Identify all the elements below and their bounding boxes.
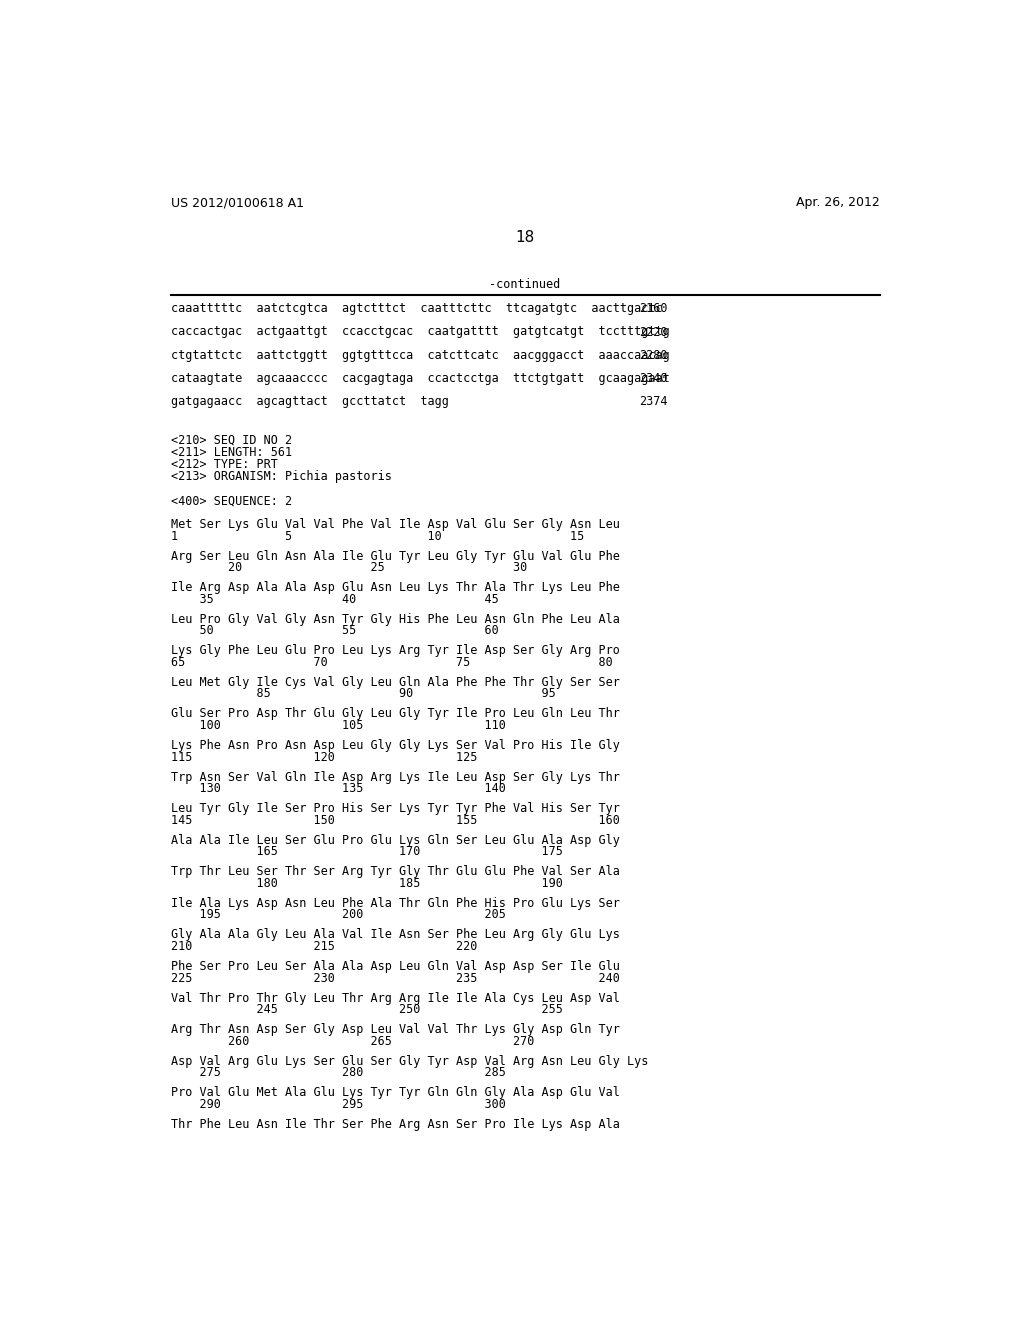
Text: 100                 105                 110: 100 105 110 bbox=[171, 719, 506, 733]
Text: <213> ORGANISM: Pichia pastoris: <213> ORGANISM: Pichia pastoris bbox=[171, 470, 391, 483]
Text: 18: 18 bbox=[515, 230, 535, 244]
Text: 245                 250                 255: 245 250 255 bbox=[171, 1003, 562, 1016]
Text: <211> LENGTH: 561: <211> LENGTH: 561 bbox=[171, 446, 292, 458]
Text: 65                  70                  75                  80: 65 70 75 80 bbox=[171, 656, 612, 669]
Text: Thr Phe Leu Asn Ile Thr Ser Phe Arg Asn Ser Pro Ile Lys Asp Ala: Thr Phe Leu Asn Ile Thr Ser Phe Arg Asn … bbox=[171, 1118, 620, 1131]
Text: Arg Ser Leu Gln Asn Ala Ile Glu Tyr Leu Gly Tyr Glu Val Glu Phe: Arg Ser Leu Gln Asn Ala Ile Glu Tyr Leu … bbox=[171, 549, 620, 562]
Text: 20                  25                  30: 20 25 30 bbox=[171, 561, 527, 574]
Text: 290                 295                 300: 290 295 300 bbox=[171, 1098, 506, 1111]
Text: 2374: 2374 bbox=[640, 395, 668, 408]
Text: 260                 265                 270: 260 265 270 bbox=[171, 1035, 534, 1048]
Text: gatgagaacc  agcagttact  gccttatct  tagg: gatgagaacc agcagttact gccttatct tagg bbox=[171, 395, 449, 408]
Text: cataagtate  agcaaacccc  cacgagtaga  ccactcctga  ttctgtgatt  gcaagagaat: cataagtate agcaaacccc cacgagtaga ccactcc… bbox=[171, 372, 670, 384]
Text: Glu Ser Pro Asp Thr Glu Gly Leu Gly Tyr Ile Pro Leu Gln Leu Thr: Glu Ser Pro Asp Thr Glu Gly Leu Gly Tyr … bbox=[171, 708, 620, 721]
Text: <400> SEQUENCE: 2: <400> SEQUENCE: 2 bbox=[171, 495, 292, 508]
Text: 2160: 2160 bbox=[640, 302, 668, 315]
Text: ctgtattctc  aattctggtt  ggtgtttcca  catcttcatc  aacgggacct  aaaccaacag: ctgtattctc aattctggtt ggtgtttcca catcttc… bbox=[171, 348, 670, 362]
Text: Asp Val Arg Glu Lys Ser Glu Ser Gly Tyr Asp Val Arg Asn Leu Gly Lys: Asp Val Arg Glu Lys Ser Glu Ser Gly Tyr … bbox=[171, 1055, 648, 1068]
Text: Ile Ala Lys Asp Asn Leu Phe Ala Thr Gln Phe His Pro Glu Lys Ser: Ile Ala Lys Asp Asn Leu Phe Ala Thr Gln … bbox=[171, 896, 620, 909]
Text: Arg Thr Asn Asp Ser Gly Asp Leu Val Val Thr Lys Gly Asp Gln Tyr: Arg Thr Asn Asp Ser Gly Asp Leu Val Val … bbox=[171, 1023, 620, 1036]
Text: Leu Tyr Gly Ile Ser Pro His Ser Lys Tyr Tyr Phe Val His Ser Tyr: Leu Tyr Gly Ile Ser Pro His Ser Lys Tyr … bbox=[171, 803, 620, 816]
Text: Trp Thr Leu Ser Thr Ser Arg Tyr Gly Thr Glu Glu Phe Val Ser Ala: Trp Thr Leu Ser Thr Ser Arg Tyr Gly Thr … bbox=[171, 866, 620, 878]
Text: caccactgac  actgaattgt  ccacctgcac  caatgatttt  gatgtcatgt  tcctttgttg: caccactgac actgaattgt ccacctgcac caatgat… bbox=[171, 326, 670, 338]
Text: Apr. 26, 2012: Apr. 26, 2012 bbox=[796, 197, 880, 209]
Text: Met Ser Lys Glu Val Val Phe Val Ile Asp Val Glu Ser Gly Asn Leu: Met Ser Lys Glu Val Val Phe Val Ile Asp … bbox=[171, 517, 620, 531]
Text: -continued: -continued bbox=[489, 277, 560, 290]
Text: Leu Met Gly Ile Cys Val Gly Leu Gln Ala Phe Phe Thr Gly Ser Ser: Leu Met Gly Ile Cys Val Gly Leu Gln Ala … bbox=[171, 676, 620, 689]
Text: 275                 280                 285: 275 280 285 bbox=[171, 1067, 506, 1080]
Text: 50                  55                  60: 50 55 60 bbox=[171, 624, 499, 638]
Text: 85                  90                  95: 85 90 95 bbox=[171, 688, 555, 701]
Text: 145                 150                 155                 160: 145 150 155 160 bbox=[171, 813, 620, 826]
Text: Leu Pro Gly Val Gly Asn Tyr Gly His Phe Leu Asn Gln Phe Leu Ala: Leu Pro Gly Val Gly Asn Tyr Gly His Phe … bbox=[171, 612, 620, 626]
Text: Lys Gly Phe Leu Glu Pro Leu Lys Arg Tyr Ile Asp Ser Gly Arg Pro: Lys Gly Phe Leu Glu Pro Leu Lys Arg Tyr … bbox=[171, 644, 620, 657]
Text: 130                 135                 140: 130 135 140 bbox=[171, 783, 506, 795]
Text: Gly Ala Ala Gly Leu Ala Val Ile Asn Ser Phe Leu Arg Gly Glu Lys: Gly Ala Ala Gly Leu Ala Val Ile Asn Ser … bbox=[171, 928, 620, 941]
Text: 2220: 2220 bbox=[640, 326, 668, 338]
Text: US 2012/0100618 A1: US 2012/0100618 A1 bbox=[171, 197, 304, 209]
Text: Trp Asn Ser Val Gln Ile Asp Arg Lys Ile Leu Asp Ser Gly Lys Thr: Trp Asn Ser Val Gln Ile Asp Arg Lys Ile … bbox=[171, 771, 620, 784]
Text: 2280: 2280 bbox=[640, 348, 668, 362]
Text: <212> TYPE: PRT: <212> TYPE: PRT bbox=[171, 458, 278, 471]
Text: <210> SEQ ID NO 2: <210> SEQ ID NO 2 bbox=[171, 433, 292, 446]
Text: 165                 170                 175: 165 170 175 bbox=[171, 845, 562, 858]
Text: 180                 185                 190: 180 185 190 bbox=[171, 876, 562, 890]
Text: caaatttttc  aatctcgtca  agtctttct  caatttcttc  ttcagatgtc  aacttgactc: caaatttttc aatctcgtca agtctttct caatttct… bbox=[171, 302, 663, 315]
Text: 195                 200                 205: 195 200 205 bbox=[171, 908, 506, 921]
Text: Ala Ala Ile Leu Ser Glu Pro Glu Lys Gln Ser Leu Glu Ala Asp Gly: Ala Ala Ile Leu Ser Glu Pro Glu Lys Gln … bbox=[171, 834, 620, 846]
Text: 35                  40                  45: 35 40 45 bbox=[171, 593, 499, 606]
Text: 115                 120                 125: 115 120 125 bbox=[171, 751, 477, 763]
Text: 2340: 2340 bbox=[640, 372, 668, 384]
Text: Phe Ser Pro Leu Ser Ala Ala Asp Leu Gln Val Asp Asp Ser Ile Glu: Phe Ser Pro Leu Ser Ala Ala Asp Leu Gln … bbox=[171, 960, 620, 973]
Text: Pro Val Glu Met Ala Glu Lys Tyr Tyr Gln Gln Gly Ala Asp Glu Val: Pro Val Glu Met Ala Glu Lys Tyr Tyr Gln … bbox=[171, 1086, 620, 1100]
Text: Val Thr Pro Thr Gly Leu Thr Arg Arg Ile Ile Ala Cys Leu Asp Val: Val Thr Pro Thr Gly Leu Thr Arg Arg Ile … bbox=[171, 991, 620, 1005]
Text: 225                 230                 235                 240: 225 230 235 240 bbox=[171, 972, 620, 985]
Text: Lys Phe Asn Pro Asn Asp Leu Gly Gly Lys Ser Val Pro His Ile Gly: Lys Phe Asn Pro Asn Asp Leu Gly Gly Lys … bbox=[171, 739, 620, 752]
Text: Ile Arg Asp Ala Ala Asp Glu Asn Leu Lys Thr Ala Thr Lys Leu Phe: Ile Arg Asp Ala Ala Asp Glu Asn Leu Lys … bbox=[171, 581, 620, 594]
Text: 210                 215                 220: 210 215 220 bbox=[171, 940, 477, 953]
Text: 1               5                   10                  15: 1 5 10 15 bbox=[171, 529, 584, 543]
